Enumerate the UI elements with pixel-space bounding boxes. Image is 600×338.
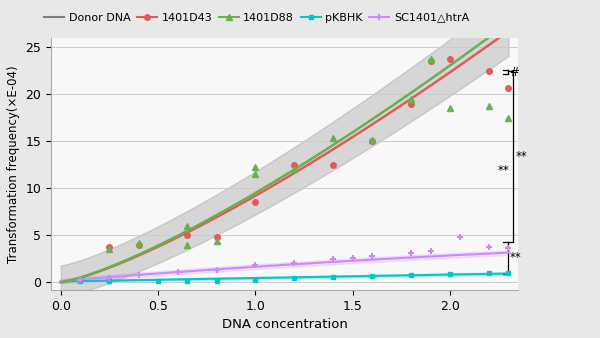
Text: #: # bbox=[509, 66, 520, 79]
Text: **: ** bbox=[515, 150, 527, 163]
Legend: Donor DNA, 1401D43, 1401D88, pKBHK, SC1401△htrA: Donor DNA, 1401D43, 1401D88, pKBHK, SC14… bbox=[40, 8, 473, 27]
X-axis label: DNA concentration: DNA concentration bbox=[222, 318, 347, 331]
Text: **: ** bbox=[509, 251, 521, 264]
Y-axis label: Transformation frequency(×E-04): Transformation frequency(×E-04) bbox=[7, 65, 20, 263]
Text: **: ** bbox=[498, 164, 509, 177]
